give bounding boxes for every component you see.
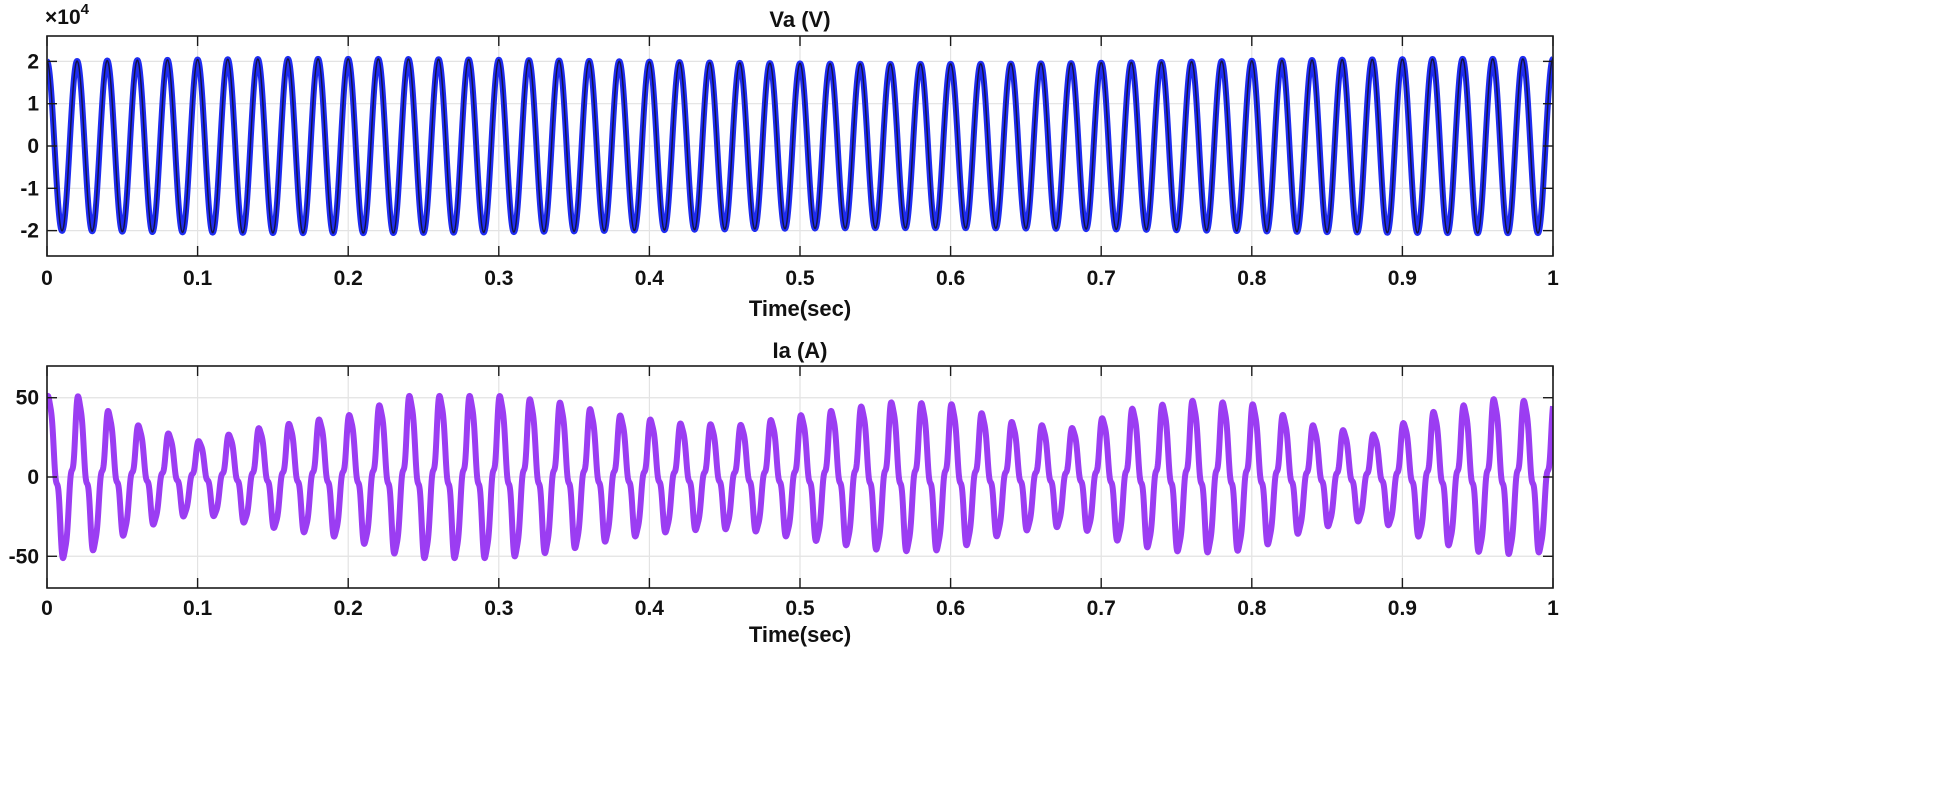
x-tick-label: 0.9 [1388,597,1417,620]
series-ia [47,392,1553,562]
x-tick-label: 0.1 [183,597,213,620]
series-va [47,55,1553,237]
x-tick-label: 0.3 [484,597,513,620]
x-tick-label: 0.7 [1087,267,1116,290]
x-tick-label: 0.8 [1237,267,1267,290]
x-tick-label: 0 [41,267,53,290]
chart-ia: 0 0.1 0.2 0.3 0.4 0.5 0.6 0.7 0.8 0.9 1 -50 0 50 Ia (A… [9,338,1560,647]
x-axis-label: Time(sec) [749,296,851,321]
x-tick-label: 0.1 [183,267,213,290]
x-tick-label: 0.6 [936,267,965,290]
x-tick-label: 0.6 [936,597,965,620]
x-tick-label: 0.4 [635,597,665,620]
x-tick-label: 0.4 [635,267,665,290]
chart-va: 0 0.1 0.2 0.3 0.4 0.5 0.6 0.7 0.8 0.9 1 -2 -1 0 1 2 Va (… [20,1,1559,321]
y-tick-label: 1 [27,93,39,116]
y-tick-label: 0 [27,135,39,158]
x-tick-label: 0.3 [484,267,513,290]
y-tick-label: -50 [9,545,39,568]
x-tick-label: 0.9 [1388,267,1417,290]
x-tick-label: 0 [41,597,53,620]
x-tick-label: 1 [1547,267,1559,290]
chart-title: Va (V) [769,7,830,32]
y-tick-label: 0 [27,466,39,489]
x-tick-label: 0.7 [1087,597,1116,620]
y-tick-label: -1 [20,177,39,200]
series-line-core-va [47,58,1553,234]
y-tick-label: 50 [16,387,39,410]
x-tick-label: 0.2 [334,597,363,620]
x-tick-label: 0.5 [785,597,815,620]
x-tick-label: 0.8 [1237,597,1267,620]
y-tick-label: -2 [20,220,39,243]
y-exponent-label: ×104 [45,1,90,29]
x-tick-label: 1 [1547,597,1559,620]
series-line-ia [47,392,1553,562]
x-tick-label: 0.5 [785,267,815,290]
x-tick-label: 0.2 [334,267,363,290]
y-tick-label: 2 [27,50,39,73]
x-axis-label: Time(sec) [749,622,851,647]
chart-title: Ia (A) [773,338,828,363]
